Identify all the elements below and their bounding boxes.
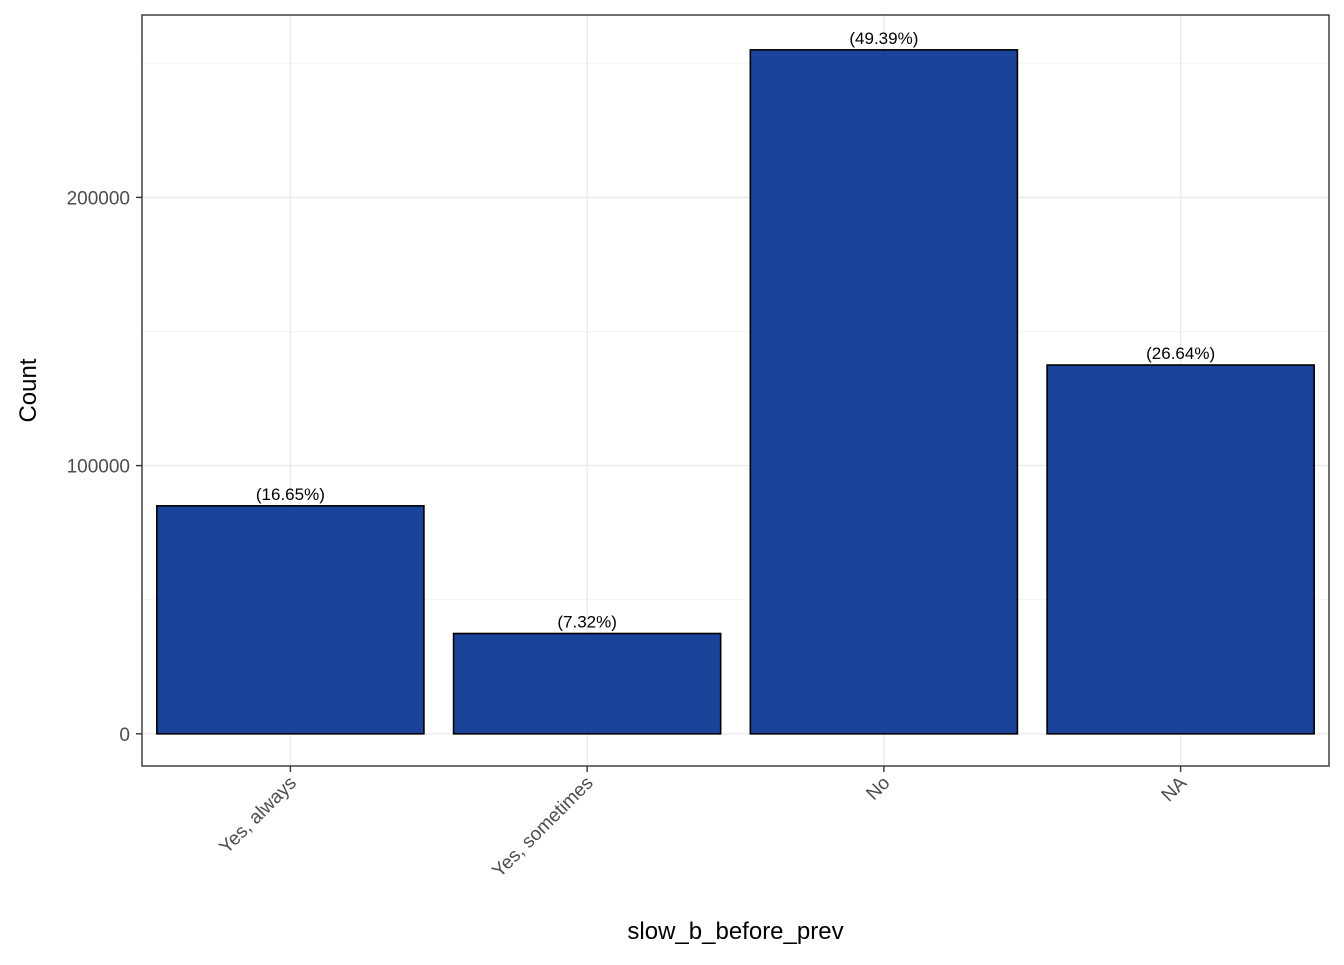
- bar: [749, 49, 1019, 735]
- bar-label: (49.39%): [849, 29, 918, 48]
- bars: [156, 49, 1315, 735]
- bar: [1046, 364, 1315, 735]
- y-tick-label: 0: [119, 725, 130, 746]
- y-axis: 0 100000 200000: [67, 188, 142, 746]
- y-tick-label: 100000: [67, 457, 130, 478]
- x-tick-label: NA: [1158, 772, 1192, 806]
- x-tick-label: No: [862, 773, 894, 805]
- bar-label: (16.65%): [256, 485, 325, 504]
- bar-labels: (16.65%) (7.32%) (49.39%) (26.64%): [256, 29, 1215, 632]
- bar-label: (26.64%): [1146, 344, 1215, 363]
- x-tick-label: Yes, always: [216, 773, 301, 858]
- y-axis-title: Count: [15, 358, 42, 422]
- x-axis-title: slow_b_before_prev: [627, 918, 843, 945]
- bar: [156, 505, 425, 735]
- x-axis: Yes, always Yes, sometimes No NA: [216, 766, 1192, 882]
- panel-border: [141, 14, 1330, 767]
- x-tick-label: Yes, sometimes: [488, 773, 597, 882]
- y-tick-label: 200000: [67, 188, 130, 209]
- bar: [452, 632, 722, 735]
- bar-label: (7.32%): [557, 613, 617, 632]
